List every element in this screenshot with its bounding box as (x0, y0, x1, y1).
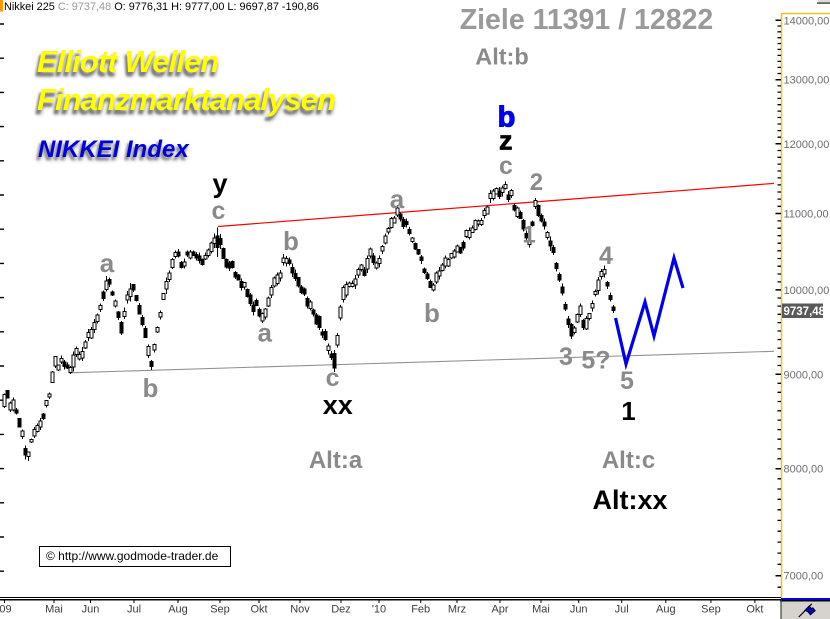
svg-text:a: a (257, 318, 272, 348)
svg-text:y: y (212, 169, 227, 199)
svg-text:Feb: Feb (411, 604, 430, 616)
svg-text:Jun: Jun (570, 604, 588, 616)
svg-text:Dez: Dez (331, 604, 351, 616)
svg-text:Aug: Aug (168, 604, 188, 616)
svg-text:Mai: Mai (45, 604, 63, 616)
svg-text:11000,00: 11000,00 (784, 209, 829, 221)
svg-text:13000,00: 13000,00 (784, 75, 830, 87)
svg-text:c: c (212, 197, 226, 225)
svg-text:Jul: Jul (127, 604, 141, 616)
svg-text:'10: '10 (372, 604, 386, 616)
svg-text:xx: xx (323, 390, 353, 420)
svg-text:8000,00: 8000,00 (784, 464, 824, 476)
svg-text:Ziele 11391 / 12822: Ziele 11391 / 12822 (460, 4, 714, 36)
svg-text:Mai: Mai (532, 604, 550, 616)
svg-text:b: b (143, 373, 159, 403)
svg-text:1: 1 (621, 396, 635, 426)
svg-text:z: z (499, 126, 513, 156)
svg-text:'09: '09 (0, 604, 12, 616)
svg-text:c: c (499, 152, 513, 180)
svg-text:Okt: Okt (250, 604, 267, 616)
svg-text:Jul: Jul (615, 604, 629, 616)
svg-text:1: 1 (522, 222, 535, 249)
svg-text:Alt:a: Alt:a (309, 447, 363, 474)
svg-text:b: b (283, 226, 299, 256)
svg-text:Alt:b: Alt:b (475, 44, 529, 70)
svg-text:Apr: Apr (491, 604, 508, 616)
svg-text:b: b (498, 102, 516, 134)
svg-text:7000,00: 7000,00 (784, 571, 824, 583)
svg-text:a: a (100, 248, 115, 278)
svg-text:10000,00: 10000,00 (784, 285, 830, 297)
svg-text:c: c (326, 364, 340, 392)
svg-text:Alt:xx: Alt:xx (592, 485, 667, 515)
svg-text:9737,48: 9737,48 (784, 306, 826, 318)
svg-text:3: 3 (559, 343, 573, 371)
svg-text:Jun: Jun (82, 604, 100, 616)
svg-text:Mrz: Mrz (448, 604, 466, 616)
svg-text:b: b (424, 298, 440, 328)
svg-text:Sep: Sep (210, 604, 230, 616)
svg-text:Alt:c: Alt:c (602, 447, 655, 474)
svg-text:12000,00: 12000,00 (784, 139, 830, 151)
svg-text:4: 4 (599, 242, 613, 270)
svg-text:2: 2 (530, 169, 543, 196)
svg-text:Nov: Nov (290, 604, 310, 616)
svg-text:Sep: Sep (701, 604, 721, 616)
svg-text:a: a (390, 184, 405, 214)
svg-text:9000,00: 9000,00 (784, 369, 824, 381)
svg-text:Aug: Aug (656, 604, 676, 616)
svg-text:14000,00: 14000,00 (784, 15, 830, 27)
svg-text:5: 5 (620, 367, 634, 395)
svg-text:Okt: Okt (746, 604, 763, 616)
svg-text:5?: 5? (581, 347, 610, 375)
